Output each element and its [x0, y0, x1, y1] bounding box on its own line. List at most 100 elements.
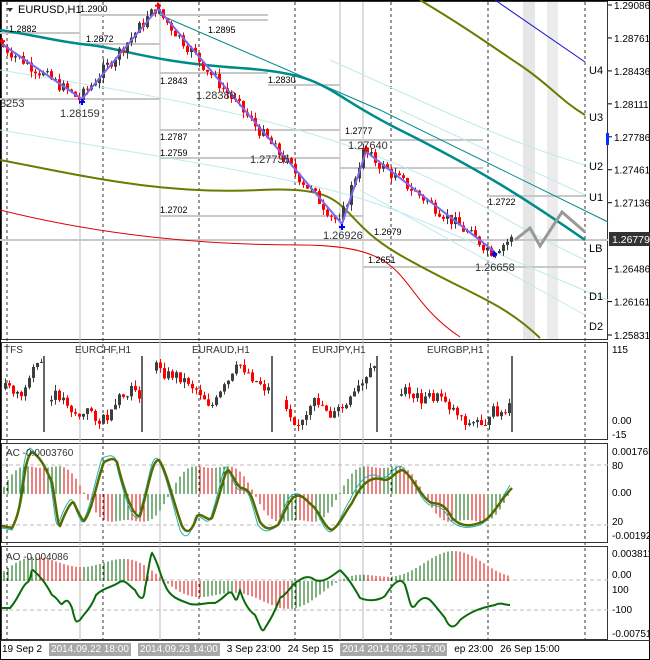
pivot-label: 1.27735	[250, 154, 290, 166]
ma-olive-upper	[419, 0, 586, 116]
tfs-body	[223, 384, 226, 392]
candle-body	[282, 155, 285, 162]
tfs-body	[8, 383, 11, 386]
candle-body	[334, 216, 337, 220]
tfs-body	[114, 404, 117, 410]
pivot-label: 3253	[0, 98, 24, 110]
current-price: 1.26779	[612, 234, 650, 246]
dropdown-triangle-icon[interactable]	[7, 8, 13, 12]
price-label: 1.2651	[368, 255, 396, 265]
ao-pane[interactable]	[1, 546, 608, 640]
tfs-body	[456, 407, 459, 416]
tfs-body	[239, 364, 242, 366]
tfs-body	[70, 405, 73, 413]
time-crosshair-label: 2014 2014.09.25 17:00	[340, 643, 448, 656]
tfs-body	[333, 411, 336, 418]
period-separators	[6, 2, 586, 640]
tfs-body	[267, 387, 270, 391]
tfs-body	[12, 385, 15, 394]
tfs-body	[285, 400, 288, 410]
tfs-body	[231, 373, 234, 381]
tfs-body	[472, 422, 475, 424]
candle-body	[258, 126, 261, 136]
price-tick-label: 1.27136	[614, 199, 650, 210]
candle-body	[150, 9, 153, 17]
time-label: 19 Sep 2	[2, 644, 43, 655]
tfs-body	[436, 393, 439, 402]
tfs-body	[235, 364, 238, 374]
candle-body	[26, 62, 29, 64]
tfs-body	[480, 420, 483, 425]
candle-body	[398, 173, 401, 176]
scroll-marker[interactable]	[606, 133, 609, 145]
candle-body	[306, 184, 309, 189]
tfs-pane[interactable]	[1, 342, 608, 440]
channel-blue	[494, 0, 586, 63]
candle-body	[486, 247, 489, 251]
main-pane[interactable]	[1, 1, 608, 340]
future-band	[547, 2, 558, 339]
price-axis[interactable]: 1.29086 1.28761 1.28436 1.28111 1.27786 1.274…	[608, 1, 650, 342]
tfs-body	[373, 366, 376, 368]
level-d1: D1	[589, 291, 603, 303]
price-label: 1.2830	[268, 75, 296, 85]
price-tick-label: 1.28111	[614, 100, 649, 111]
time-label: 3 Sep 23:00	[226, 644, 281, 655]
price-tick-label: 1.26486	[614, 265, 650, 276]
candle-body	[86, 88, 89, 90]
tfs-body	[98, 420, 101, 424]
level-u3: U3	[589, 112, 603, 124]
tfs-body	[211, 404, 214, 406]
tfs-candles	[4, 356, 513, 432]
candle-body	[10, 52, 13, 58]
price-tick-label: 1.27786	[614, 133, 650, 144]
price-tick-label: 1.28761	[614, 34, 650, 45]
tfs-body	[496, 406, 499, 417]
candle-body	[242, 100, 245, 113]
ma-teal	[0, 28, 586, 242]
candle-body	[374, 152, 377, 163]
candle-body	[114, 59, 117, 67]
tfs-body	[36, 362, 39, 367]
tfs-body	[428, 393, 431, 397]
tfs-body	[118, 394, 121, 405]
fractal-down-icon	[491, 251, 497, 258]
tfs-body	[305, 414, 308, 420]
tfs-axis-max: 115	[612, 345, 628, 356]
tfs-body	[58, 390, 61, 401]
tfs-body	[66, 397, 69, 406]
candle-body	[298, 173, 301, 183]
tfs-symbol: EURGBP,H1	[427, 345, 484, 356]
fractal-up-icon	[0, 38, 5, 45]
tfs-body	[408, 387, 411, 394]
candle-body	[458, 217, 461, 226]
tfs-body	[50, 399, 53, 402]
tfs-body	[171, 371, 174, 378]
tfs-body	[400, 394, 403, 396]
ac-pane[interactable]	[1, 443, 608, 543]
tfs-body	[155, 362, 158, 371]
ma-olive	[0, 159, 541, 339]
time-axis[interactable]: 19 Sep 2 2014.09.22 18:00 2014.09.23 14:…	[2, 643, 560, 656]
candle-body	[170, 22, 173, 31]
candle-body	[106, 62, 109, 65]
candle-body	[98, 78, 101, 84]
tfs-body	[321, 404, 324, 406]
candle-body	[190, 47, 193, 53]
price-label: 1.2882	[9, 24, 37, 34]
candle-body	[506, 241, 509, 245]
candle-body	[138, 22, 141, 33]
tfs-body	[357, 385, 360, 392]
candle-body	[38, 73, 41, 76]
moving-averages	[0, 0, 609, 339]
candle-body	[82, 88, 85, 101]
pivot-label: 1.28389	[196, 90, 236, 102]
fractal-down-icon	[79, 98, 85, 105]
candle-body	[194, 47, 197, 53]
pivot-label: 1.27640	[348, 140, 388, 152]
tfs-body	[78, 413, 81, 417]
tfs-body	[468, 423, 471, 425]
current-price-box	[609, 232, 650, 246]
tfs-body	[167, 371, 170, 379]
